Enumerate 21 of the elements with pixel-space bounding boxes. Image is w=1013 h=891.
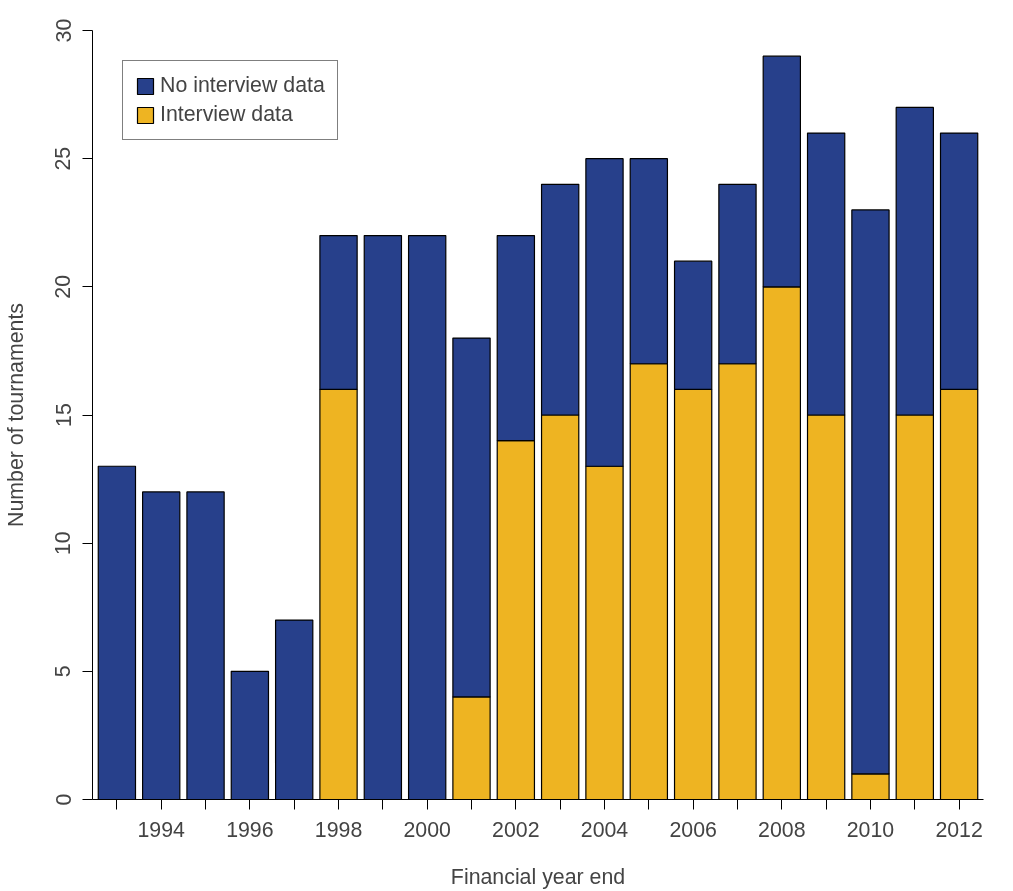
y-tick-label: 30 bbox=[51, 18, 76, 43]
y-tick-label: 25 bbox=[51, 146, 76, 171]
legend-label: No interview data bbox=[160, 73, 325, 98]
y-tick-label: 0 bbox=[51, 793, 76, 806]
x-tick-label: 1998 bbox=[314, 817, 363, 842]
x-tick-label: 2010 bbox=[846, 817, 895, 842]
x-axis-title: Financial year end bbox=[450, 864, 626, 889]
y-tick-label: 10 bbox=[51, 531, 76, 556]
x-tick-label: 1996 bbox=[226, 817, 274, 842]
x-tick-label: 2004 bbox=[580, 817, 629, 842]
x-tick-label: 2002 bbox=[492, 817, 540, 842]
y-tick-label: 15 bbox=[51, 403, 76, 427]
x-tick-label: 1994 bbox=[137, 817, 186, 842]
x-tick-label: 2000 bbox=[403, 817, 452, 842]
y-tick-label: 20 bbox=[51, 274, 76, 299]
legend-label: Interview data bbox=[160, 102, 293, 127]
y-tick-label: 5 bbox=[51, 665, 76, 678]
x-tick-label: 2008 bbox=[758, 817, 806, 842]
x-tick-label: 2012 bbox=[935, 817, 983, 842]
y-axis-title: Number of tournaments bbox=[3, 302, 28, 528]
x-tick-label: 2006 bbox=[669, 817, 717, 842]
